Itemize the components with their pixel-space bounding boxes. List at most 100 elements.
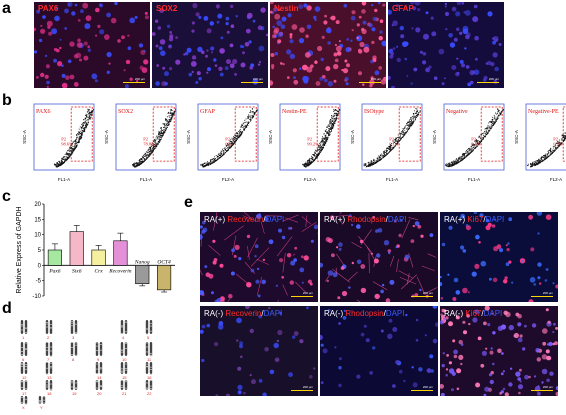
dapi-label: DAPI: [485, 215, 505, 224]
chromosome-number: 15: [122, 375, 127, 380]
micrograph-e-5: RA(-) Rhodopsin/DAPI 200 μm: [320, 306, 438, 396]
flow-ylabel: SSC-A: [350, 130, 355, 144]
flow-ylabel: SSC-A: [186, 130, 191, 144]
gate-name: P2: [471, 136, 476, 141]
chart-ylabel: Relative Express of GAPDH: [16, 206, 23, 293]
micrograph-label: GFAP: [392, 4, 414, 13]
flow-plot-4: Nestin-PE P2 99.2% FL2-A SSC-A: [266, 100, 342, 184]
chromosome-number: 7: [47, 357, 50, 362]
chromosome-number: 16: [147, 375, 152, 380]
chromosome-number: 6: [22, 357, 25, 362]
flow-ylabel: SSC-A: [432, 130, 437, 144]
chromosome-number: 3: [72, 335, 75, 340]
flow-plot-label: PAX6: [36, 109, 50, 115]
scale-text: 200 μm: [302, 291, 313, 295]
marker-label: Ki67: [467, 215, 484, 224]
chromosome-number: 4: [122, 335, 125, 340]
cell-field: [152, 3, 268, 87]
scale-text: 200 μm: [370, 77, 381, 81]
category-label: Recoverin: [108, 268, 132, 274]
chromosome-number: 10: [122, 357, 127, 362]
gate-percent: 98.6%: [61, 141, 73, 146]
chromosome-number: 5: [147, 335, 150, 340]
flow-ylabel: SSC-A: [22, 130, 27, 144]
condition-label: RA(+): [204, 215, 228, 224]
cell-field: [388, 2, 502, 88]
flow-plot-6: Negative P2 0.3% FL1-A SSC-A: [430, 100, 506, 184]
chromosome-number: 13: [47, 375, 52, 380]
micrograph-label: PAX6: [38, 4, 59, 13]
ytick-label: -5: [36, 279, 42, 285]
scale-bar: [531, 390, 553, 391]
dapi-label: DAPI: [387, 215, 407, 224]
micrograph-e-4: RA(-) Recoverin/DAPI 200 μm: [200, 306, 318, 396]
gate-name: P2: [225, 136, 230, 141]
ytick-label: 5: [38, 248, 42, 254]
ytick-label: 10: [34, 233, 41, 239]
micrograph-e-1: RA(+) Recoverin/DAPI 200 μm: [200, 212, 318, 302]
flow-plot-label: Nestin-PE: [282, 109, 307, 115]
ytick-label: -10: [32, 294, 41, 300]
chromosome-number: Y: [40, 405, 43, 410]
gate-name: P2: [389, 136, 394, 141]
bar-nanog: [135, 265, 150, 285]
condition-label: RA(+): [444, 215, 468, 224]
panel-letter-d: d: [2, 300, 12, 317]
flow-plot-7: Negative-PE P2 0.2% FL2-A SSC-A: [512, 100, 566, 184]
category-label: Nanog: [134, 259, 150, 265]
cell-field: [200, 212, 318, 302]
flow-xlabel: FL1-A: [140, 177, 152, 182]
panel-c-bar-chart: Relative Express of GAPDH -10-505101520 …: [16, 202, 175, 300]
category-label: OCT4: [157, 258, 171, 265]
micrograph-a-2: SOX2 200 μm: [152, 2, 268, 88]
gate-name: P2: [307, 136, 312, 141]
flow-xlabel: FL1-A: [468, 177, 480, 182]
scale-bar: [411, 390, 433, 391]
gate-name: P2: [61, 136, 66, 141]
flow-xlabel: FL1-A: [58, 177, 70, 182]
panel-letter-e: e: [184, 194, 193, 211]
scale-bar: [359, 82, 381, 83]
marker-label: Recoverin: [227, 215, 264, 224]
dapi-label: DAPI: [263, 309, 283, 318]
category-label: Pax6: [48, 268, 61, 274]
flow-plot-label: ISOtype: [364, 109, 384, 115]
bar-recoverin: [113, 240, 128, 266]
micrograph-label: RA(+) Rhodopsin/DAPI: [324, 215, 407, 224]
micrograph-a-3: Nestin 200 μm: [270, 2, 386, 88]
gate-name: P2: [143, 136, 148, 141]
scale-text: 200 μm: [422, 291, 433, 295]
gate-percent: 0%: [225, 141, 231, 146]
cell-field: [320, 306, 438, 388]
panel-letter-c: c: [2, 188, 11, 205]
micrograph-label: RA(-) Rhodopsin/DAPI: [324, 309, 405, 318]
flow-ylabel: SSC-A: [514, 130, 519, 144]
flow-xlabel: FL2-A: [222, 177, 234, 182]
flow-ylabel: SSC-A: [268, 130, 273, 144]
scale-text: 200 μm: [252, 77, 263, 81]
gate-percent: 0.3%: [471, 141, 481, 146]
dapi-label: DAPI: [483, 309, 503, 318]
micrograph-e-2: RA(+) Rhodopsin/DAPI 200 μm: [320, 212, 438, 302]
condition-label: RA(-): [204, 309, 226, 318]
micrograph-label: RA(+) Recoverin/DAPI: [204, 215, 285, 224]
scale-bar: [291, 296, 313, 297]
ytick-label: 0: [38, 263, 42, 269]
flow-plot-1: PAX6 P2 98.6% FL1-A SSC-A: [20, 100, 96, 184]
scale-text: 200 μm: [422, 385, 433, 389]
chromosome-number: 9: [97, 357, 100, 362]
condition-label: RA(-): [444, 309, 466, 318]
micrograph-label: SOX2: [156, 4, 178, 13]
flow-plot-label: SOX2: [118, 109, 133, 115]
chromosome-number: 17: [22, 391, 27, 396]
panel-d-karyotype: 1 2 3 4 5 6 7 8 9 10 11 12 13 14 15 16 17 18 19 20 21 22 X Y: [14, 316, 174, 412]
flow-plot-3: GFAP P2 0% FL2-A SSC-A: [184, 100, 260, 184]
bar-oct4: [157, 265, 172, 291]
cell-field: [34, 2, 149, 88]
bar-crx: [91, 249, 106, 266]
gate-percent: 78.8%: [143, 141, 155, 146]
scale-bar: [411, 296, 433, 297]
ytick-label: 20: [34, 202, 41, 208]
scale-bar: [241, 82, 263, 83]
gate-percent: 0.2%: [553, 141, 563, 146]
